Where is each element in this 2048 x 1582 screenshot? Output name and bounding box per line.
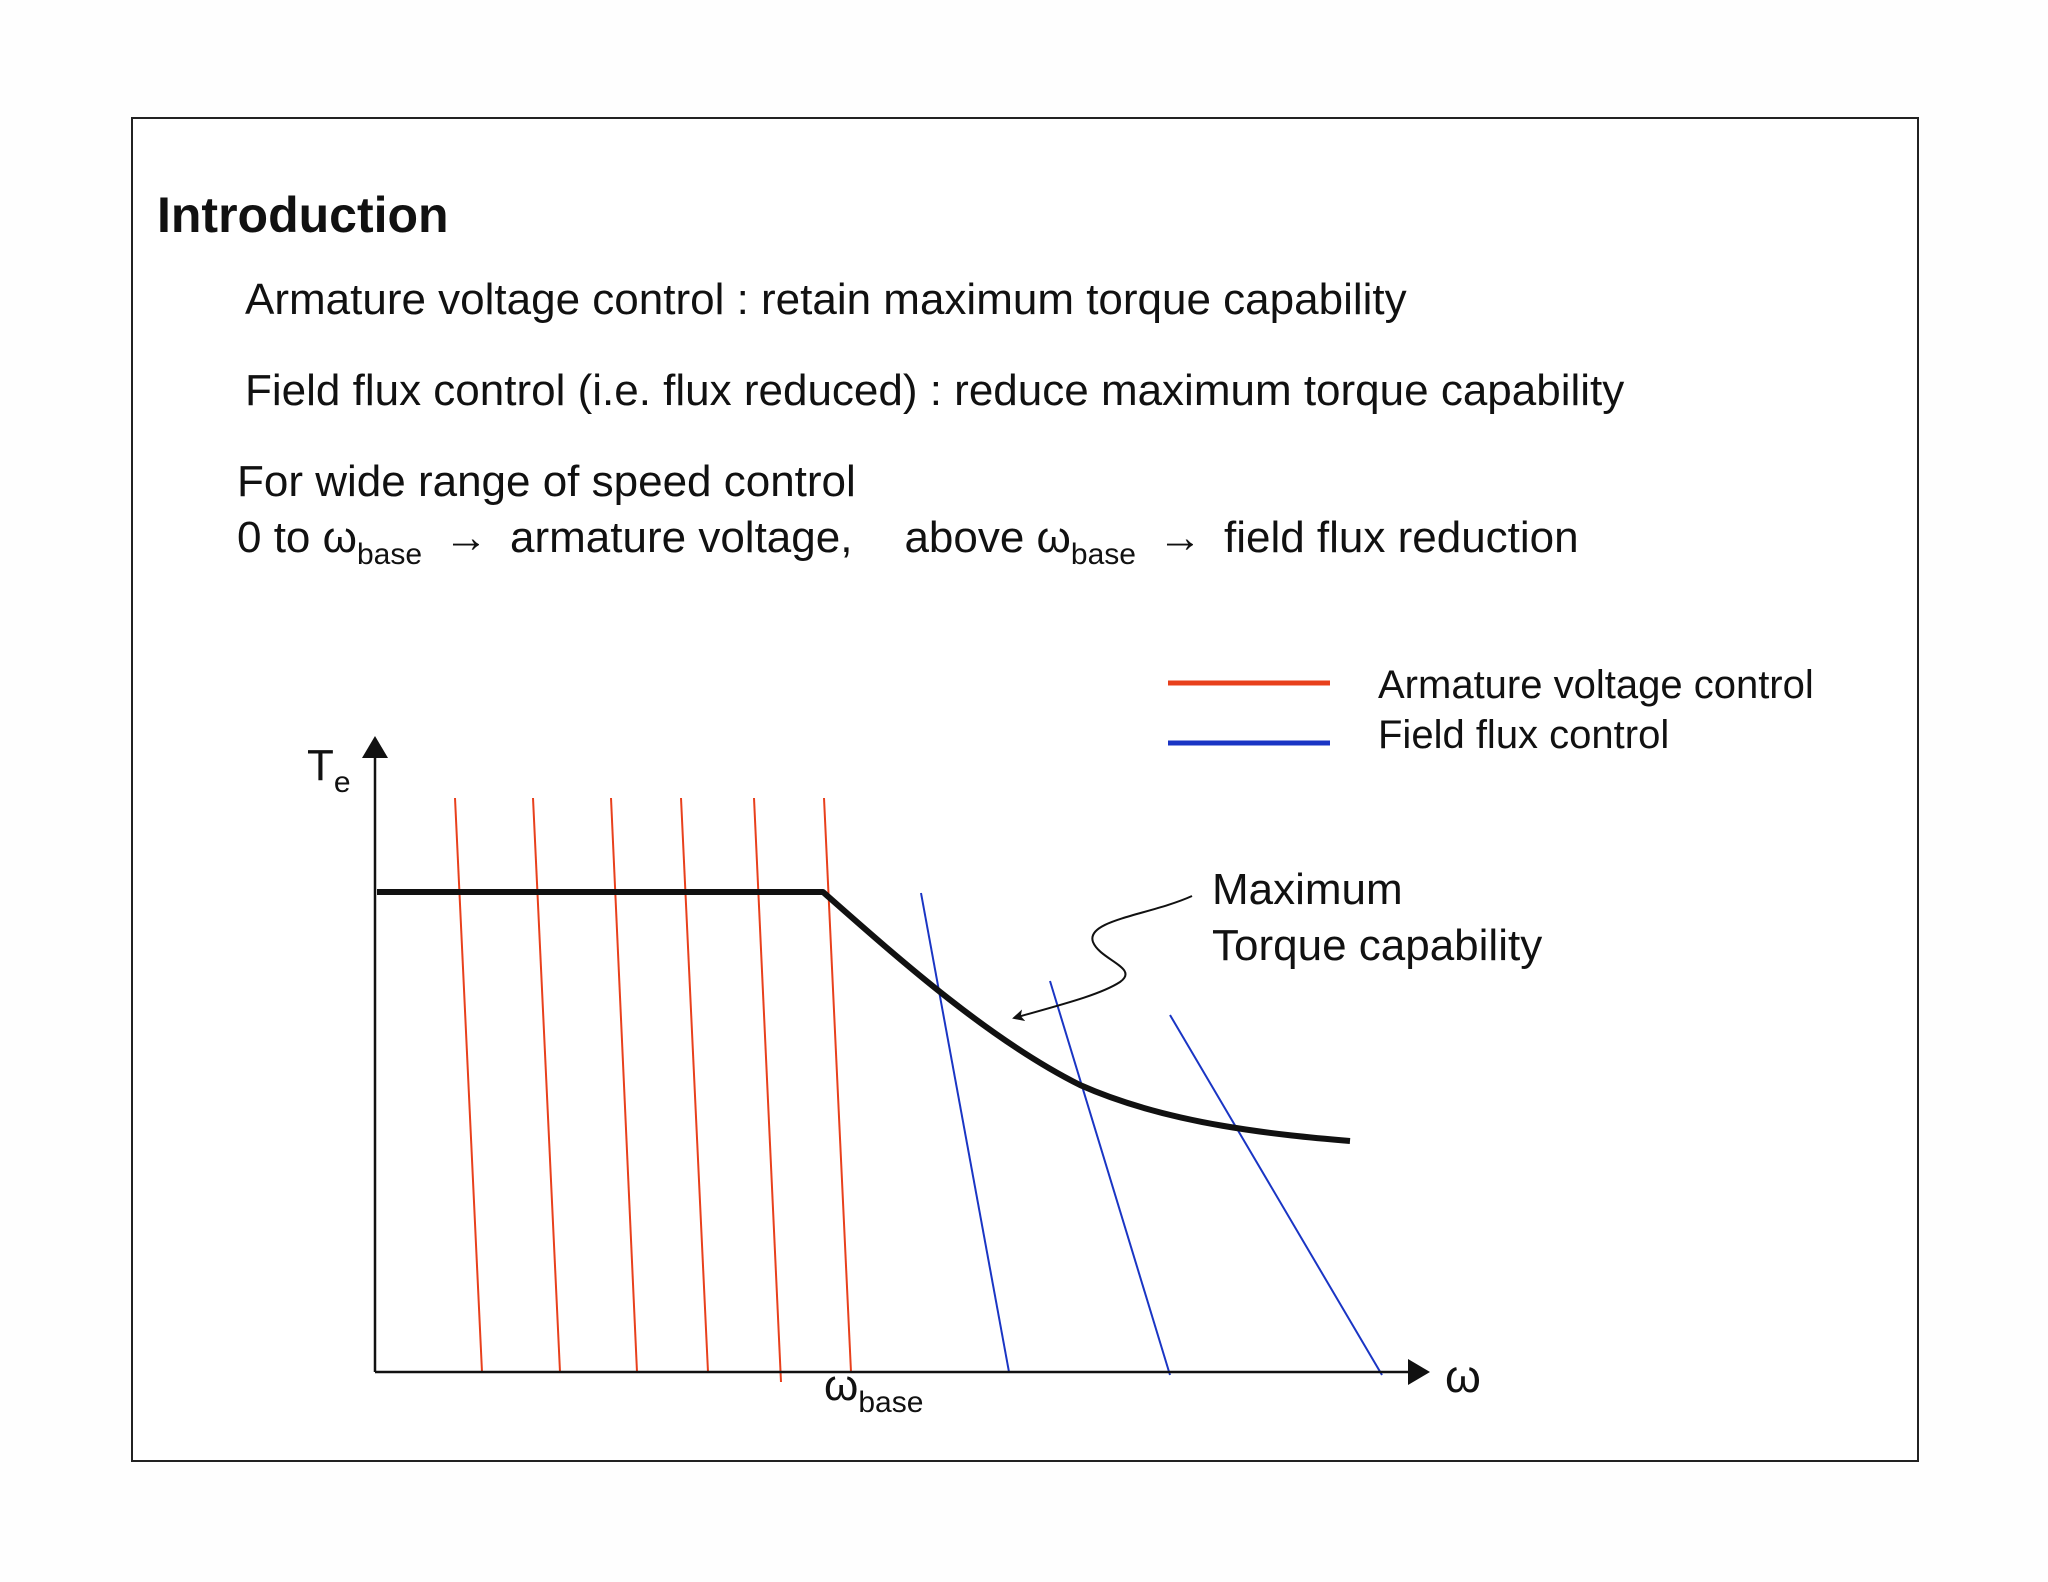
y-axis-arrowhead-icon xyxy=(362,736,388,758)
max-torque-curve xyxy=(377,889,1351,1144)
text-armature-voltage-control: Armature voltage control : retain maximu… xyxy=(245,275,1407,324)
annotation-arrow xyxy=(1012,895,1193,1022)
armature-line-1 xyxy=(454,797,483,1373)
speed-field-flux-reduction: field flux reduction xyxy=(1223,513,1579,562)
legend: Armature voltage control Field flux cont… xyxy=(1168,663,1814,757)
axes xyxy=(373,758,1410,1374)
flux-line-2 xyxy=(1049,980,1171,1376)
y-axis-label: Te xyxy=(307,741,351,799)
flux-line-1 xyxy=(920,892,1010,1373)
armature-line-2 xyxy=(532,797,561,1373)
armature-line-4 xyxy=(680,797,709,1373)
speed-prefix: 0 to ω xyxy=(237,513,357,562)
x-axis-label: ω xyxy=(1445,1350,1481,1402)
x-tick-omega-base: ωbase xyxy=(824,1361,923,1419)
field-flux-lines xyxy=(920,892,1383,1376)
speed-above-base: above ω xyxy=(904,513,1071,562)
armature-line-3 xyxy=(610,797,638,1373)
x-axis-arrowhead-icon xyxy=(1408,1359,1430,1385)
right-arrow-icon-1: → xyxy=(444,513,489,562)
annotation-torque-capability: Torque capability xyxy=(1212,921,1542,970)
speed-base-subscript-2: base xyxy=(1070,538,1136,571)
armature-line-5 xyxy=(753,797,782,1383)
text-speed-ranges: 0 to ωbase → armature voltage, above ωbase →… xyxy=(237,513,1579,570)
armature-voltage-lines xyxy=(454,797,852,1383)
speed-base-subscript-1: base xyxy=(356,538,423,571)
right-arrow-icon-2: → xyxy=(1157,513,1202,562)
flux-line-3 xyxy=(1169,1014,1383,1376)
slide-frame xyxy=(131,117,1919,1462)
legend-label-armature: Armature voltage control xyxy=(1378,663,1814,707)
text-field-flux-control: Field flux control (i.e. flux reduced) :… xyxy=(245,366,1625,415)
slide-title: Introduction xyxy=(157,187,449,243)
legend-label-flux: Field flux control xyxy=(1378,713,1669,757)
speed-armature-voltage: armature voltage, xyxy=(510,513,853,562)
armature-line-6 xyxy=(823,797,852,1373)
annotation-maximum: Maximum xyxy=(1212,865,1403,914)
text-wide-range-speed-control: For wide range of speed control xyxy=(237,457,856,506)
